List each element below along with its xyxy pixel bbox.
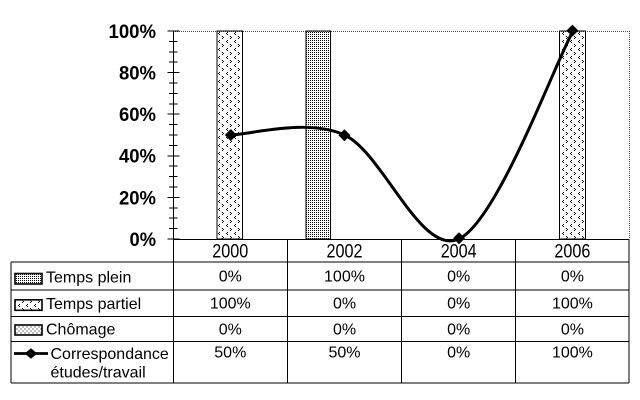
svg-text:0%: 0% — [561, 321, 584, 338]
svg-text:0%: 0% — [447, 268, 470, 285]
svg-text:80%: 80% — [119, 64, 156, 85]
svg-text:0%: 0% — [447, 321, 470, 338]
svg-text:0%: 0% — [333, 296, 356, 313]
svg-text:2000: 2000 — [212, 242, 248, 263]
svg-text:60%: 60% — [119, 105, 156, 126]
svg-text:100%: 100% — [324, 268, 365, 285]
svg-text:2004: 2004 — [441, 242, 477, 263]
svg-text:0%: 0% — [219, 321, 242, 338]
svg-text:2006: 2006 — [554, 242, 590, 263]
svg-text:100%: 100% — [552, 345, 593, 362]
svg-text:Chômage: Chômage — [46, 321, 115, 338]
svg-text:100%: 100% — [210, 296, 251, 313]
svg-text:Correspondance: Correspondance — [51, 346, 169, 363]
svg-text:0%: 0% — [333, 321, 356, 338]
svg-text:100%: 100% — [552, 296, 593, 313]
svg-text:0%: 0% — [219, 268, 242, 285]
svg-text:Temps partiel: Temps partiel — [46, 296, 141, 313]
svg-text:20%: 20% — [119, 188, 156, 209]
svg-text:2002: 2002 — [327, 242, 363, 263]
svg-text:40%: 40% — [119, 147, 156, 168]
svg-text:100%: 100% — [109, 22, 157, 43]
svg-text:0%: 0% — [130, 230, 157, 251]
svg-text:0%: 0% — [447, 296, 470, 313]
svg-text:0%: 0% — [561, 268, 584, 285]
svg-text:Temps plein: Temps plein — [46, 269, 131, 286]
svg-text:0%: 0% — [447, 345, 470, 362]
svg-text:études/travail: études/travail — [51, 365, 146, 382]
svg-text:50%: 50% — [214, 345, 246, 362]
svg-text:50%: 50% — [328, 345, 360, 362]
